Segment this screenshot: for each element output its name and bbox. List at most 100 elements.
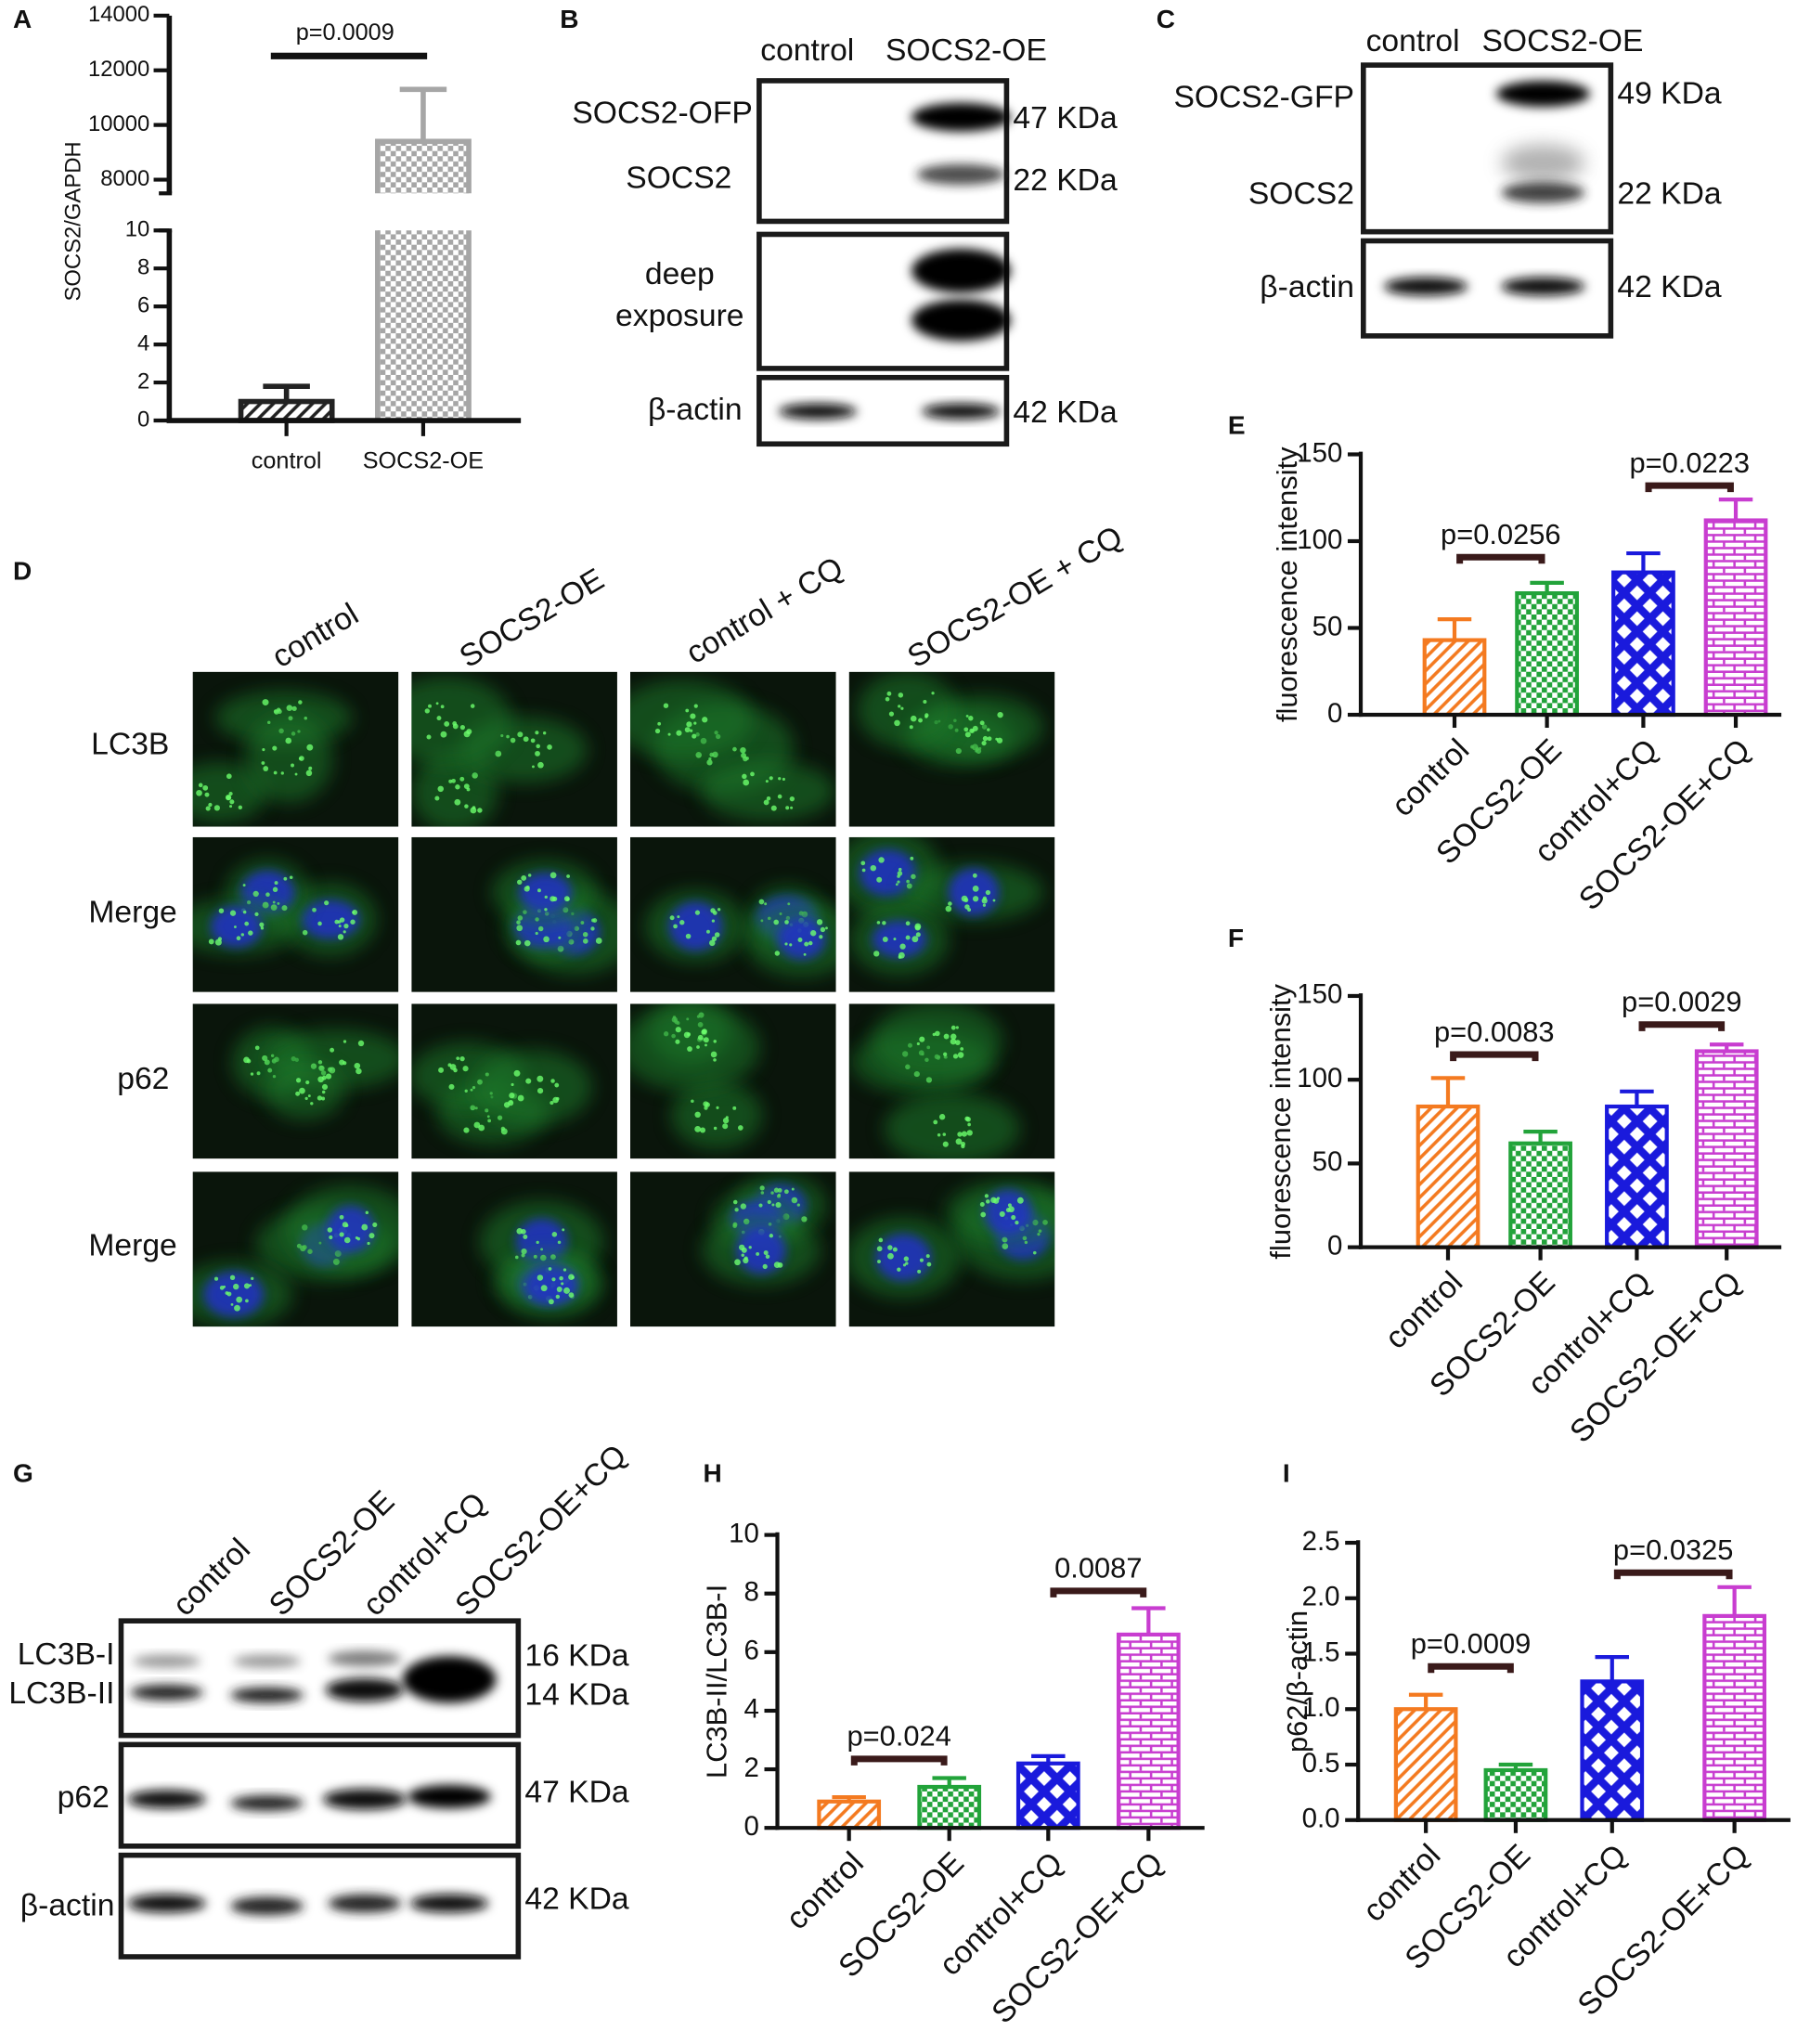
puncta <box>955 1026 959 1029</box>
puncta <box>357 1040 365 1047</box>
puncta <box>675 1039 680 1044</box>
puncta <box>803 952 807 956</box>
puncta <box>885 696 890 702</box>
puncta <box>870 864 877 872</box>
puncta <box>246 1058 252 1064</box>
puncta <box>295 1078 302 1083</box>
puncta <box>1007 1203 1012 1208</box>
y-tick-label: 10 <box>729 1518 759 1548</box>
significance-bracket <box>1645 482 1734 493</box>
puncta <box>669 915 675 921</box>
puncta <box>511 1082 514 1087</box>
micrograph <box>192 671 399 827</box>
puncta <box>898 955 902 959</box>
puncta <box>937 1133 941 1137</box>
puncta <box>766 796 771 801</box>
puncta <box>796 1203 800 1207</box>
puncta <box>527 873 532 877</box>
puncta <box>230 1302 234 1306</box>
puncta <box>283 876 288 881</box>
puncta <box>964 1116 970 1121</box>
puncta <box>459 776 465 782</box>
puncta <box>963 727 969 732</box>
puncta <box>684 727 691 733</box>
puncta <box>694 910 701 915</box>
puncta <box>262 699 269 706</box>
significance-bracket <box>1428 1662 1514 1674</box>
puncta <box>487 1119 492 1123</box>
puncta <box>438 1067 445 1073</box>
y-tick-label: 2.5 <box>1302 1526 1340 1557</box>
row-label: β-actin <box>648 393 743 427</box>
puncta <box>305 770 313 777</box>
puncta <box>343 930 346 934</box>
puncta <box>675 1027 681 1033</box>
puncta <box>742 773 747 780</box>
puncta <box>550 1079 555 1083</box>
puncta <box>925 1254 930 1259</box>
p-value: p=0.0009 <box>296 19 394 45</box>
puncta <box>878 1237 884 1243</box>
y-tick-label: 150 <box>1297 979 1342 1010</box>
band <box>127 1894 206 1913</box>
puncta <box>909 725 913 730</box>
cell <box>411 676 512 767</box>
puncta <box>769 776 773 781</box>
puncta <box>982 903 986 907</box>
puncta <box>238 805 242 810</box>
panel-label: B <box>560 5 578 33</box>
puncta <box>256 1071 261 1076</box>
x-tick-label: SOCS2-OE <box>363 448 484 474</box>
puncta <box>898 867 902 872</box>
puncta <box>513 1069 521 1077</box>
p-value: p=0.024 <box>847 1720 951 1753</box>
puncta <box>967 1122 971 1127</box>
puncta <box>537 1087 544 1094</box>
puncta <box>530 738 536 744</box>
puncta <box>717 908 721 912</box>
puncta <box>935 1030 940 1037</box>
puncta <box>924 715 928 718</box>
puncta <box>771 1203 775 1207</box>
puncta <box>236 1296 243 1303</box>
bar <box>1580 1679 1645 1822</box>
band <box>130 1684 203 1701</box>
puncta <box>968 716 974 721</box>
band <box>325 1677 404 1702</box>
puncta <box>722 1123 729 1130</box>
puncta <box>895 883 899 886</box>
puncta <box>330 1047 335 1053</box>
puncta <box>342 1222 348 1228</box>
size-label: 42 KDa <box>524 1882 629 1917</box>
puncta <box>942 1141 949 1147</box>
puncta <box>537 761 544 769</box>
puncta <box>703 1101 709 1107</box>
puncta <box>595 938 602 944</box>
puncta <box>251 1276 254 1281</box>
puncta <box>470 1088 473 1092</box>
puncta <box>972 873 977 878</box>
puncta <box>770 805 777 811</box>
puncta <box>272 886 278 892</box>
puncta <box>556 1286 562 1292</box>
puncta <box>894 719 900 727</box>
y-tick-label: 4 <box>744 1694 759 1725</box>
x-tick-label: control <box>1379 1265 1470 1356</box>
nucleus <box>859 849 917 897</box>
x-tick-label: control <box>1357 1838 1448 1929</box>
puncta <box>740 746 746 754</box>
puncta <box>327 1227 333 1233</box>
puncta <box>876 1246 883 1252</box>
puncta <box>448 779 453 783</box>
puncta <box>945 905 952 912</box>
puncta <box>317 1095 323 1101</box>
puncta <box>690 713 696 719</box>
puncta <box>764 902 768 906</box>
puncta <box>759 1185 765 1191</box>
puncta <box>306 744 314 751</box>
y-tick-label: 2 <box>137 369 149 394</box>
puncta <box>459 1055 465 1062</box>
micrograph <box>848 1003 1055 1159</box>
band <box>1495 80 1590 108</box>
